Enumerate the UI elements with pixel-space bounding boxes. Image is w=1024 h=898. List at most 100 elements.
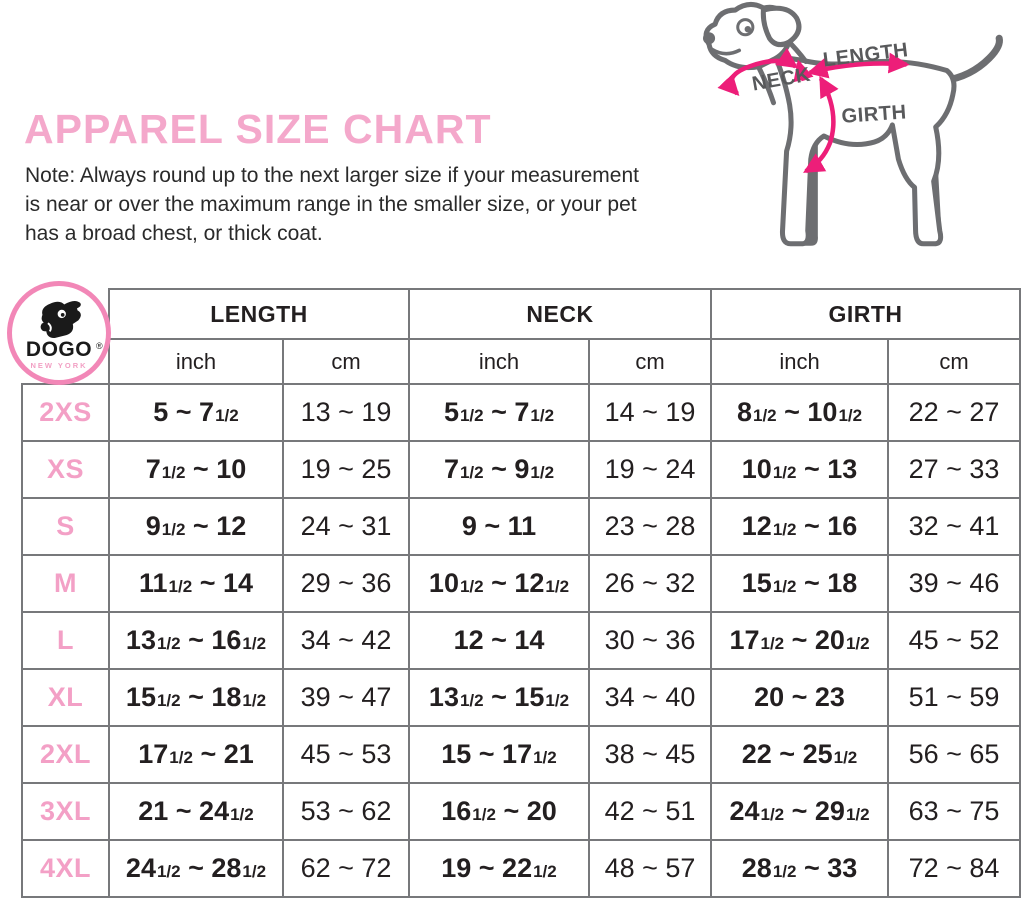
size-label-3xl: 3XL — [21, 782, 110, 841]
length-cm-value-3xl: 53 ~ 62 — [282, 782, 410, 841]
note-line-3: has a broad chest, or thick coat. — [25, 222, 323, 245]
size-chart-table: LENGTH NECK GIRTH inch cm inch cm inch c… — [21, 288, 1022, 898]
length-measure-arrow — [806, 52, 910, 79]
size-row-3xl: 3XL 21 ~ 241/2 53 ~ 62 161/2 ~ 20 42 ~ 51 241… — [21, 782, 1022, 841]
dog-measurement-diagram: NECK LENGTH GIRTH — [656, 0, 1024, 272]
girth-inch-value-4xl: 281/2 ~ 33 — [710, 839, 890, 898]
neck-cm-value-2xs: 14 ~ 19 — [587, 383, 713, 442]
size-label-xl: XL — [21, 668, 110, 727]
girth-cm-value-4xl: 72 ~ 84 — [887, 839, 1022, 898]
size-label-2xs: 2XS — [21, 383, 110, 442]
length-inch-value-4xl: 241/2 ~ 281/2 — [108, 839, 284, 898]
size-row-4xl: 4XL 241/2 ~ 281/2 62 ~ 72 19 ~ 221/2 48 ~ 57… — [21, 839, 1022, 898]
girth-cm-value-xl: 51 ~ 59 — [887, 668, 1022, 727]
size-note: Note: Always round up to the next larger… — [25, 161, 639, 248]
neck-inch-value-l: 12 ~ 14 — [408, 611, 590, 670]
length-cm-value-2xl: 45 ~ 53 — [282, 725, 410, 784]
girth-inch-value-2xs: 81/2 ~ 101/2 — [710, 383, 890, 442]
girth-inch-value-s: 121/2 ~ 16 — [710, 497, 890, 556]
size-label-s: S — [21, 497, 110, 556]
dog-head-icon — [40, 300, 81, 338]
size-row-l: L 131/2 ~ 161/2 34 ~ 42 12 ~ 14 30 ~ 36 171/2… — [21, 611, 1022, 670]
neck-inch-value-4xl: 19 ~ 221/2 — [408, 839, 590, 898]
neck-cm-value-s: 23 ~ 28 — [587, 497, 713, 556]
size-row-xl: XL 151/2 ~ 181/2 39 ~ 47 131/2 ~ 151/2 34 ~ … — [21, 668, 1022, 727]
neck-cm-value-4xl: 48 ~ 57 — [587, 839, 713, 898]
dog-nose — [702, 32, 716, 45]
header-girth: GIRTH — [710, 288, 1022, 340]
length-inch-value-2xl: 171/2 ~ 21 — [108, 725, 284, 784]
dog-ear — [760, 5, 802, 48]
girth-unit-inch: inch — [710, 338, 890, 385]
size-row-s: S 91/2 ~ 12 24 ~ 31 9 ~ 11 23 ~ 28 121/2 ~ 16… — [21, 497, 1022, 556]
length-unit-inch: inch — [108, 338, 284, 385]
neck-inch-value-xl: 131/2 ~ 151/2 — [408, 668, 590, 727]
neck-measure-arrow — [717, 47, 799, 96]
size-label-m: M — [21, 554, 110, 613]
girth-inch-value-xl: 20 ~ 23 — [710, 668, 890, 727]
neck-cm-value-3xl: 42 ~ 51 — [587, 782, 713, 841]
length-inch-value-xs: 71/2 ~ 10 — [108, 440, 284, 499]
girth-inch-value-l: 171/2 ~ 201/2 — [710, 611, 890, 670]
logo-city: NEW YORK — [30, 361, 88, 370]
girth-cm-value-l: 45 ~ 52 — [887, 611, 1022, 670]
length-cm-value-xs: 19 ~ 25 — [282, 440, 410, 499]
size-label-l: L — [21, 611, 110, 670]
size-label-2xl: 2XL — [21, 725, 110, 784]
neck-unit-cm: cm — [587, 338, 713, 385]
header-length: LENGTH — [108, 288, 410, 340]
girth-measure-arrow — [803, 75, 839, 174]
length-cm-value-4xl: 62 ~ 72 — [282, 839, 410, 898]
girth-inch-value-xs: 101/2 ~ 13 — [710, 440, 890, 499]
neck-cm-value-m: 26 ~ 32 — [587, 554, 713, 613]
neck-withers-arrow — [793, 59, 814, 83]
neck-cm-value-xl: 34 ~ 40 — [587, 668, 713, 727]
neck-unit-inch: inch — [408, 338, 590, 385]
neck-inch-value-m: 101/2 ~ 121/2 — [408, 554, 590, 613]
dog-tail — [941, 34, 1003, 85]
length-inch-value-xl: 151/2 ~ 181/2 — [108, 668, 284, 727]
neck-cm-value-l: 30 ~ 36 — [587, 611, 713, 670]
logo-brand: DOGO ® — [25, 338, 104, 361]
dog-eye — [736, 18, 755, 37]
note-line-1: Note: Always round up to the next larger… — [25, 164, 639, 187]
size-label-4xl: 4XL — [21, 839, 110, 898]
neck-inch-value-xs: 71/2 ~ 91/2 — [408, 440, 590, 499]
girth-cm-value-3xl: 63 ~ 75 — [887, 782, 1022, 841]
size-row-2xl: 2XL 171/2 ~ 21 45 ~ 53 15 ~ 171/2 38 ~ 45 22 … — [21, 725, 1022, 784]
size-label-xs: XS — [21, 440, 110, 499]
length-cm-value-s: 24 ~ 31 — [282, 497, 410, 556]
girth-inch-value-3xl: 241/2 ~ 291/2 — [710, 782, 890, 841]
girth-cm-value-2xs: 22 ~ 27 — [887, 383, 1022, 442]
page-title: APPAREL SIZE CHART — [24, 106, 492, 152]
girth-label: GIRTH — [841, 101, 908, 127]
length-cm-value-m: 29 ~ 36 — [282, 554, 410, 613]
length-cm-value-xl: 39 ~ 47 — [282, 668, 410, 727]
length-inch-value-s: 91/2 ~ 12 — [108, 497, 284, 556]
girth-cm-value-xs: 27 ~ 33 — [887, 440, 1022, 499]
length-inch-value-3xl: 21 ~ 241/2 — [108, 782, 284, 841]
length-unit-cm: cm — [282, 338, 410, 385]
girth-cm-value-m: 39 ~ 46 — [887, 554, 1022, 613]
girth-inch-value-m: 151/2 ~ 18 — [710, 554, 890, 613]
registered-mark: ® — [95, 341, 104, 351]
size-row-xs: XS 71/2 ~ 10 19 ~ 25 71/2 ~ 91/2 19 ~ 24 101/… — [21, 440, 1022, 499]
girth-unit-cm: cm — [887, 338, 1022, 385]
girth-inch-value-2xl: 22 ~ 251/2 — [710, 725, 890, 784]
length-cm-value-l: 34 ~ 42 — [282, 611, 410, 670]
neck-cm-value-2xl: 38 ~ 45 — [587, 725, 713, 784]
size-row-m: M 111/2 ~ 14 29 ~ 36 101/2 ~ 121/2 26 ~ 32 15… — [21, 554, 1022, 613]
length-inch-value-2xs: 5 ~ 71/2 — [108, 383, 284, 442]
length-inch-value-m: 111/2 ~ 14 — [108, 554, 284, 613]
dog-pupil — [744, 25, 752, 33]
length-inch-value-l: 131/2 ~ 161/2 — [108, 611, 284, 670]
header-neck: NECK — [407, 288, 713, 340]
dogo-logo: DOGO ® NEW YORK — [7, 281, 111, 385]
girth-cm-value-s: 32 ~ 41 — [887, 497, 1022, 556]
note-line-2: is near or over the maximum range in the… — [25, 193, 637, 216]
length-cm-value-2xs: 13 ~ 19 — [282, 383, 410, 442]
dog-illustration: NECK LENGTH GIRTH — [702, 2, 1003, 247]
size-chart: DOGO ® NEW YORK LENGTH NECK GIRTH inch cm… — [7, 281, 1022, 898]
neck-inch-value-s: 9 ~ 11 — [408, 497, 590, 556]
size-row-2xs: 2XS 5 ~ 71/2 13 ~ 19 51/2 ~ 71/2 14 ~ 19 81/2… — [21, 383, 1022, 442]
